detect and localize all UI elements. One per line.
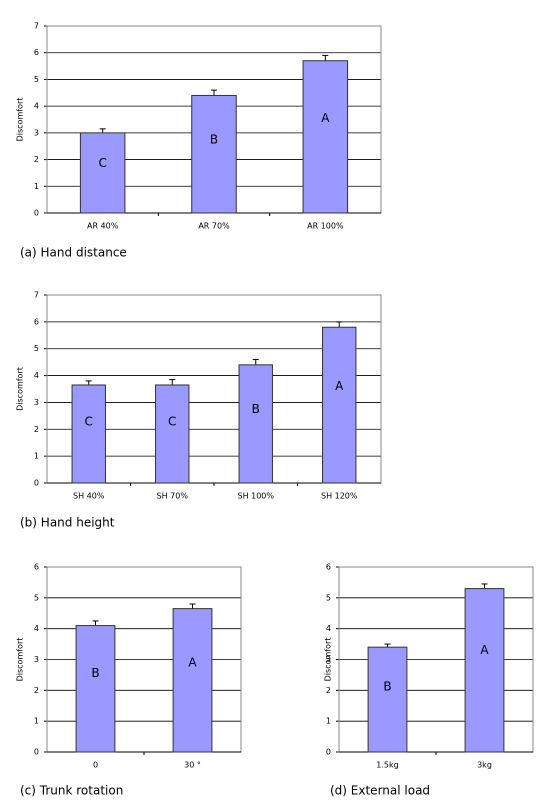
caption: (a) Hand distance <box>20 246 127 260</box>
x-tick-label: SH 100% <box>237 492 274 501</box>
x-tick-label: 3kg <box>477 761 492 770</box>
y-tick-label: 7 <box>34 291 39 300</box>
y-tick-label: 0 <box>34 748 39 757</box>
x-tick-label: SH 120% <box>321 492 358 501</box>
bar <box>302 60 349 214</box>
y-tick-label: 5 <box>326 593 331 602</box>
y-tick-label: 1 <box>326 717 331 726</box>
y-tick-label: 4 <box>326 624 331 633</box>
y-tick-label: 2 <box>34 686 39 695</box>
group-letter: B <box>210 133 218 147</box>
y-tick-label: 0 <box>34 479 39 488</box>
y-axis-label: Discomfort <box>16 367 25 411</box>
x-tick-label: SH 70% <box>157 492 189 501</box>
y-tick-label: 5 <box>34 344 39 353</box>
bar <box>191 94 237 214</box>
bar <box>322 326 357 484</box>
x-tick-label: AR 70% <box>198 222 230 231</box>
bar <box>79 132 126 214</box>
y-tick-label: 3 <box>326 655 331 664</box>
group-letter: B <box>252 402 260 416</box>
y-tick-label: 2 <box>34 425 39 434</box>
group-letter: A <box>321 111 330 125</box>
y-tick-label: 6 <box>34 563 39 572</box>
group-letter: A <box>480 643 489 657</box>
y-tick-label: 4 <box>34 624 39 633</box>
y-tick-label: 0 <box>326 748 331 757</box>
y-axis-label: Discomfort <box>16 638 25 682</box>
x-tick-label: 1.5kg <box>376 761 398 770</box>
bar <box>464 588 505 753</box>
caption: (b) Hand height <box>20 516 115 530</box>
group-letter: A <box>335 379 344 393</box>
y-tick-label: 4 <box>34 102 39 111</box>
y-tick-label: 1 <box>34 182 39 191</box>
y-tick-label: 3 <box>34 398 39 407</box>
y-tick-label: 2 <box>326 686 331 695</box>
y-axis-label: Discomfort <box>16 98 25 142</box>
group-letter: B <box>91 666 99 680</box>
y-tick-label: 5 <box>34 593 39 602</box>
y-tick-label: 5 <box>34 75 39 84</box>
bar <box>155 384 190 484</box>
x-tick-label: SH 40% <box>73 492 105 501</box>
x-tick-label: 0 <box>93 761 98 770</box>
bar <box>75 625 116 753</box>
x-tick-label: 30 ° <box>184 761 201 770</box>
group-letter: A <box>188 656 197 670</box>
y-axis-label: Discomfort <box>324 638 333 682</box>
y-tick-label: 7 <box>34 22 39 31</box>
x-tick-label: AR 100% <box>307 222 344 231</box>
bar <box>238 364 273 484</box>
bar <box>172 608 213 753</box>
y-tick-label: 6 <box>326 563 331 572</box>
y-tick-label: 6 <box>34 48 39 57</box>
y-tick-label: 2 <box>34 155 39 164</box>
y-tick-label: 4 <box>34 371 39 380</box>
group-letter: C <box>85 415 93 429</box>
caption: (d) External load <box>330 784 430 798</box>
y-tick-label: 0 <box>34 209 39 218</box>
group-letter: B <box>383 680 391 694</box>
bar <box>71 384 106 484</box>
y-tick-label: 3 <box>34 655 39 664</box>
bar <box>367 646 408 753</box>
group-letter: C <box>168 415 176 429</box>
caption: (c) Trunk rotation <box>20 784 123 798</box>
x-tick-label: AR 40% <box>87 222 119 231</box>
y-tick-label: 6 <box>34 317 39 326</box>
y-tick-label: 1 <box>34 717 39 726</box>
y-tick-label: 1 <box>34 452 39 461</box>
y-tick-label: 3 <box>34 128 39 137</box>
group-letter: C <box>98 156 106 170</box>
